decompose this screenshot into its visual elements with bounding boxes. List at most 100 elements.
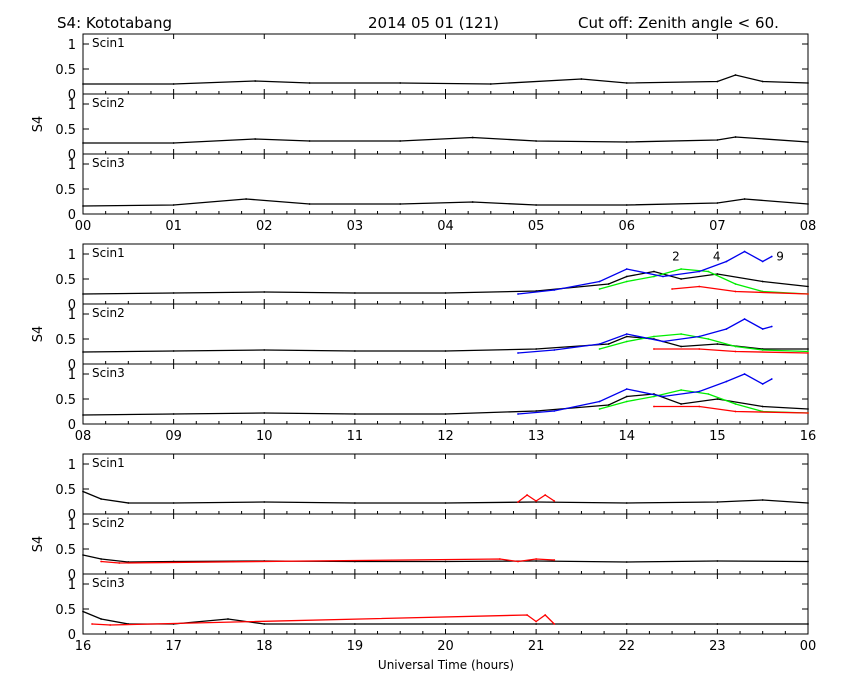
data-point	[743, 373, 746, 375]
data-point	[399, 140, 402, 142]
x-tick-label: 06	[618, 219, 635, 234]
data-point	[807, 348, 809, 350]
data-point	[308, 203, 311, 205]
data-point	[444, 350, 447, 352]
data-point	[807, 293, 809, 295]
cutoff-title: Cut off: Zenith angle < 60.	[578, 14, 779, 32]
data-point	[761, 405, 764, 408]
data-point	[553, 410, 556, 412]
y-tick-label: 0.5	[55, 603, 76, 618]
data-point	[807, 408, 809, 410]
data-point	[734, 290, 737, 293]
y-tick-label: 0.5	[55, 333, 76, 348]
data-point	[761, 349, 764, 351]
data-point	[399, 203, 402, 205]
data-point	[607, 404, 610, 406]
data-point	[308, 140, 311, 142]
data-point	[308, 82, 311, 84]
data-point	[680, 403, 683, 405]
panel-frame	[82, 303, 809, 365]
data-point	[761, 499, 764, 501]
y-tick-label: 0	[68, 418, 76, 433]
data-point	[263, 501, 266, 503]
data-point	[653, 335, 655, 338]
data-point	[625, 275, 628, 278]
data-point	[716, 202, 719, 204]
data-point	[263, 291, 266, 293]
data-point	[680, 278, 683, 280]
panel-frame	[82, 243, 809, 305]
data-point	[807, 502, 809, 504]
panel-frame	[82, 33, 809, 95]
data-point	[598, 288, 601, 290]
data-point	[716, 80, 719, 83]
data-point	[82, 205, 84, 207]
x-tick-label: 13	[528, 429, 545, 444]
panel-label: Scin3	[92, 156, 125, 170]
x-tick-label: 14	[618, 429, 635, 444]
panel-1-scin2: 0 0.5 1 Scin2 S4	[31, 93, 809, 163]
x-tick-label: 01	[165, 219, 182, 234]
data-point	[761, 260, 764, 263]
data-point	[553, 349, 556, 351]
data-point	[444, 292, 447, 294]
data-point	[444, 623, 447, 625]
data-point	[734, 403, 737, 405]
data-point	[734, 345, 737, 348]
data-point	[725, 260, 728, 263]
series-line-black	[82, 393, 809, 416]
data-point	[734, 350, 737, 353]
data-point	[625, 141, 628, 143]
x-tick-label: 11	[347, 429, 364, 444]
y-tick-label: 0.5	[55, 63, 76, 78]
data-point	[625, 340, 628, 343]
data-point	[716, 560, 719, 562]
data-point	[761, 383, 764, 385]
data-point	[517, 413, 519, 415]
data-point	[172, 292, 175, 294]
data-point	[598, 280, 601, 283]
data-point	[544, 494, 547, 496]
data-point	[100, 618, 103, 620]
data-point	[100, 560, 103, 563]
data-point	[653, 275, 655, 278]
series-annotation: 4	[713, 250, 721, 264]
data-point	[172, 413, 175, 415]
panel-2-scin3: 0 0.5 1 Scin3	[55, 363, 809, 433]
data-point	[263, 623, 266, 625]
series-line-black	[83, 136, 809, 144]
data-point	[399, 82, 402, 84]
data-point	[353, 623, 356, 625]
data-point	[245, 198, 248, 200]
y-axis-label: S4	[31, 326, 46, 343]
data-point	[716, 501, 719, 503]
station-title: S4: Kototabang	[57, 14, 172, 32]
panel-3-scin2: 0 0.5 1 Scin2 S4	[31, 513, 809, 583]
data-point	[698, 405, 701, 408]
data-point	[535, 500, 538, 502]
series-line-black	[82, 270, 809, 295]
data-point	[743, 318, 746, 320]
x-tick-label: 07	[709, 219, 726, 234]
data-point	[82, 293, 84, 295]
data-point	[444, 560, 447, 563]
data-point	[100, 558, 103, 560]
x-tick-label: 18	[256, 639, 273, 654]
data-point	[625, 395, 628, 398]
data-point	[680, 333, 683, 335]
data-point	[770, 325, 773, 328]
data-point	[698, 285, 701, 288]
x-tick-label: 12	[437, 429, 454, 444]
data-point	[535, 623, 538, 625]
data-point	[716, 273, 719, 275]
panel-label: Scin3	[92, 576, 125, 590]
panel-frame	[82, 153, 809, 215]
x-tick-label: 21	[528, 639, 545, 654]
data-point	[544, 614, 547, 616]
data-point	[680, 389, 683, 391]
data-point	[734, 136, 737, 138]
y-axis-label: S4	[31, 536, 46, 553]
y-tick-label: 0	[68, 148, 76, 163]
data-point	[353, 350, 356, 352]
